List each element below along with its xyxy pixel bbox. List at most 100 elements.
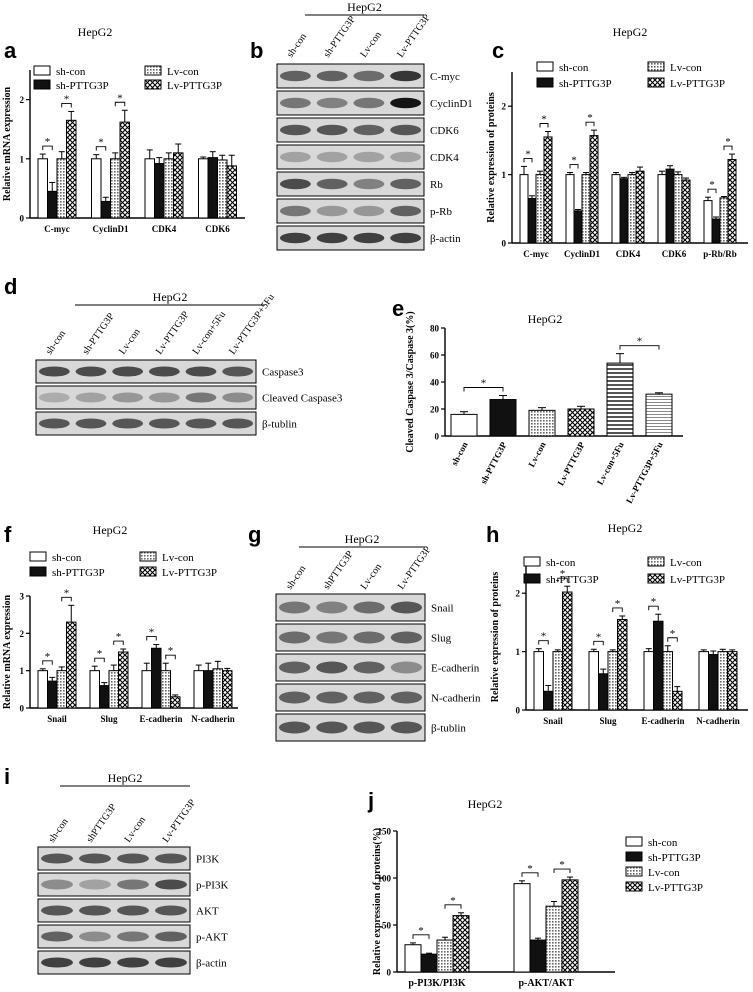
- significance-bracket: [593, 640, 604, 646]
- series-sh-con: [404, 880, 531, 973]
- bar: [160, 670, 171, 709]
- legend-swatch: [144, 65, 162, 76]
- bar: [118, 651, 129, 709]
- bar: [108, 670, 119, 709]
- chart-e-title: HepG2: [528, 312, 563, 326]
- significance-bracket: [667, 637, 678, 642]
- bar: [533, 651, 544, 711]
- bar: [561, 879, 579, 973]
- y-axis-label: Relative mRNA expression: [2, 86, 13, 201]
- blot-band: [117, 879, 149, 890]
- y-tick-label: 2: [20, 95, 25, 105]
- significance-bracket: [61, 102, 72, 108]
- lane-label: sh-PTTG3P: [80, 311, 117, 357]
- lane-label: sh-con: [284, 564, 308, 592]
- blot-band: [112, 392, 144, 403]
- blot-strip: [35, 411, 257, 436]
- blot-band: [353, 97, 385, 109]
- blot-band: [279, 205, 311, 217]
- significance-bracket: [557, 577, 568, 583]
- x-tick-label: E-cadherin: [139, 714, 182, 724]
- significance-bracket: [42, 660, 53, 665]
- blot-band: [316, 601, 348, 614]
- bar: [565, 174, 575, 244]
- blot-d: HepG2 sh-con sh-PTTG3P Lv-con Lv-PTTG3PLv-co…: [35, 290, 343, 436]
- legend-swatch: [647, 61, 665, 72]
- blot-band: [278, 661, 311, 674]
- lane-label: sh-PTTG3P: [322, 14, 359, 60]
- band-label: β-actin: [196, 958, 227, 970]
- bar: [100, 200, 111, 219]
- panel-letter-i: i: [4, 764, 10, 789]
- bar: [198, 158, 209, 219]
- band-label: CDK4: [430, 152, 459, 164]
- band-label: β-tublin: [262, 419, 297, 431]
- bar: [66, 119, 77, 219]
- bar: [598, 673, 609, 711]
- band-label: CyclinD1: [430, 98, 473, 110]
- blot-band: [117, 957, 149, 968]
- blot-title: HepG2: [153, 290, 188, 304]
- bar: [436, 939, 454, 973]
- blot-band: [148, 392, 180, 403]
- bar: [66, 621, 77, 709]
- bar: [717, 651, 728, 711]
- bar: [529, 939, 547, 973]
- y-tick-label: 2: [516, 589, 521, 599]
- bar: [420, 953, 438, 973]
- bar: [573, 210, 583, 244]
- bar: [719, 197, 729, 244]
- bar: [489, 399, 517, 437]
- significance-star: *: [97, 648, 103, 660]
- y-axis-label: Cleaved Caspase 3/Caspase 3(%): [405, 311, 416, 452]
- lane-label: sh-con: [44, 329, 68, 357]
- bar: [528, 409, 556, 437]
- significance-star: *: [481, 378, 487, 390]
- significance-star: *: [637, 336, 643, 348]
- legend-label: sh-con: [546, 557, 576, 569]
- blot-i: HepG2 sh-con shPTTG3P Lv-con Lv-PTTG3P PI3K p-…: [37, 771, 228, 975]
- significance-star: *: [168, 645, 174, 657]
- bar: [193, 670, 204, 709]
- significance-star: *: [45, 651, 51, 663]
- bar: [606, 362, 634, 437]
- blot-band: [79, 931, 111, 942]
- x-tick-label: N-cadherin: [191, 714, 235, 724]
- bar: [643, 651, 654, 711]
- significance-star: *: [560, 568, 566, 580]
- lane-label: Lv-con: [122, 815, 148, 845]
- legend-swatch: [139, 566, 157, 577]
- bar: [607, 651, 618, 711]
- y-tick-label: 1: [20, 666, 25, 676]
- blot-band: [279, 178, 311, 190]
- lane-label: Lv-PTTG3P: [396, 544, 434, 592]
- significance-bracket: [707, 188, 717, 194]
- y-tick-label: 40: [430, 378, 440, 388]
- y-tick-label: 50: [382, 921, 392, 931]
- band-label: p-PI3K: [196, 880, 228, 892]
- blot-band: [316, 205, 348, 217]
- lane-label: shPTTG3P: [84, 802, 119, 845]
- blot-strip: [35, 385, 257, 410]
- blot-band: [155, 931, 187, 942]
- blot-band: [79, 957, 111, 968]
- bar: [665, 168, 675, 244]
- bar: [151, 647, 162, 709]
- x-tick-label: sh-con: [449, 440, 470, 467]
- series-Lv-PTTG3P: [562, 585, 738, 711]
- blot-band: [185, 392, 217, 403]
- bar: [552, 651, 563, 711]
- significance-bracket: [585, 121, 595, 127]
- legend-swatch: [139, 551, 157, 562]
- bar: [222, 670, 233, 709]
- blot-band: [38, 392, 70, 403]
- lane-label: sh-con: [285, 32, 309, 60]
- bar: [708, 654, 719, 711]
- blot-strip: [276, 144, 425, 170]
- chart-f: 0 1 2 3 Relative mRNA expression * * * * * * Snail S…: [2, 587, 238, 724]
- blot-band: [155, 853, 187, 864]
- blot-band: [316, 661, 348, 674]
- panel-letter-j: j: [367, 788, 374, 813]
- x-tick-label: CDK4: [616, 249, 641, 259]
